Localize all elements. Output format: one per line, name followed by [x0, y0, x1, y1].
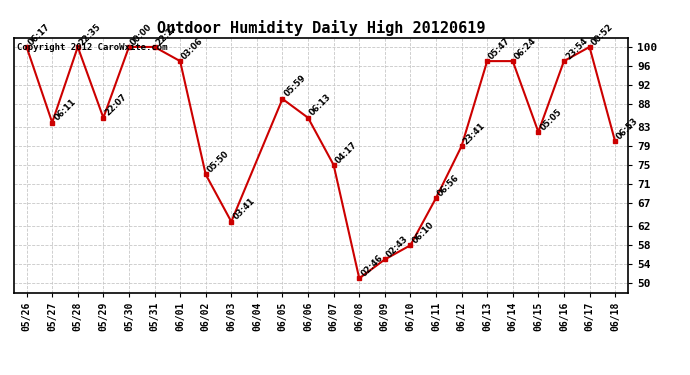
Text: 05:05: 05:05	[538, 107, 564, 132]
Text: 06:56: 06:56	[436, 173, 462, 198]
Title: Outdoor Humidity Daily High 20120619: Outdoor Humidity Daily High 20120619	[157, 20, 485, 36]
Text: 00:52: 00:52	[589, 22, 615, 47]
Text: 06:24: 06:24	[513, 36, 538, 61]
Text: 05:47: 05:47	[487, 36, 513, 61]
Text: 03:06: 03:06	[180, 36, 205, 61]
Text: 02:43: 02:43	[385, 234, 410, 260]
Text: 06:11: 06:11	[52, 97, 77, 123]
Text: 23:54: 23:54	[564, 36, 589, 61]
Text: 23:41: 23:41	[462, 121, 487, 146]
Text: 06:13: 06:13	[308, 93, 333, 118]
Text: 04:17: 04:17	[334, 140, 359, 165]
Text: Copyright 2012 CaroWxite.com: Copyright 2012 CaroWxite.com	[17, 43, 168, 52]
Text: 02:46: 02:46	[359, 253, 384, 278]
Text: 22:27: 22:27	[155, 22, 180, 47]
Text: 05:59: 05:59	[282, 74, 308, 99]
Text: 22:35: 22:35	[78, 22, 103, 47]
Text: 03:41: 03:41	[231, 196, 257, 222]
Text: 06:17: 06:17	[27, 22, 52, 47]
Text: 06:53: 06:53	[615, 116, 640, 141]
Text: 06:10: 06:10	[411, 220, 435, 245]
Text: 00:00: 00:00	[129, 22, 154, 47]
Text: 05:50: 05:50	[206, 149, 231, 174]
Text: 22:07: 22:07	[104, 93, 128, 118]
